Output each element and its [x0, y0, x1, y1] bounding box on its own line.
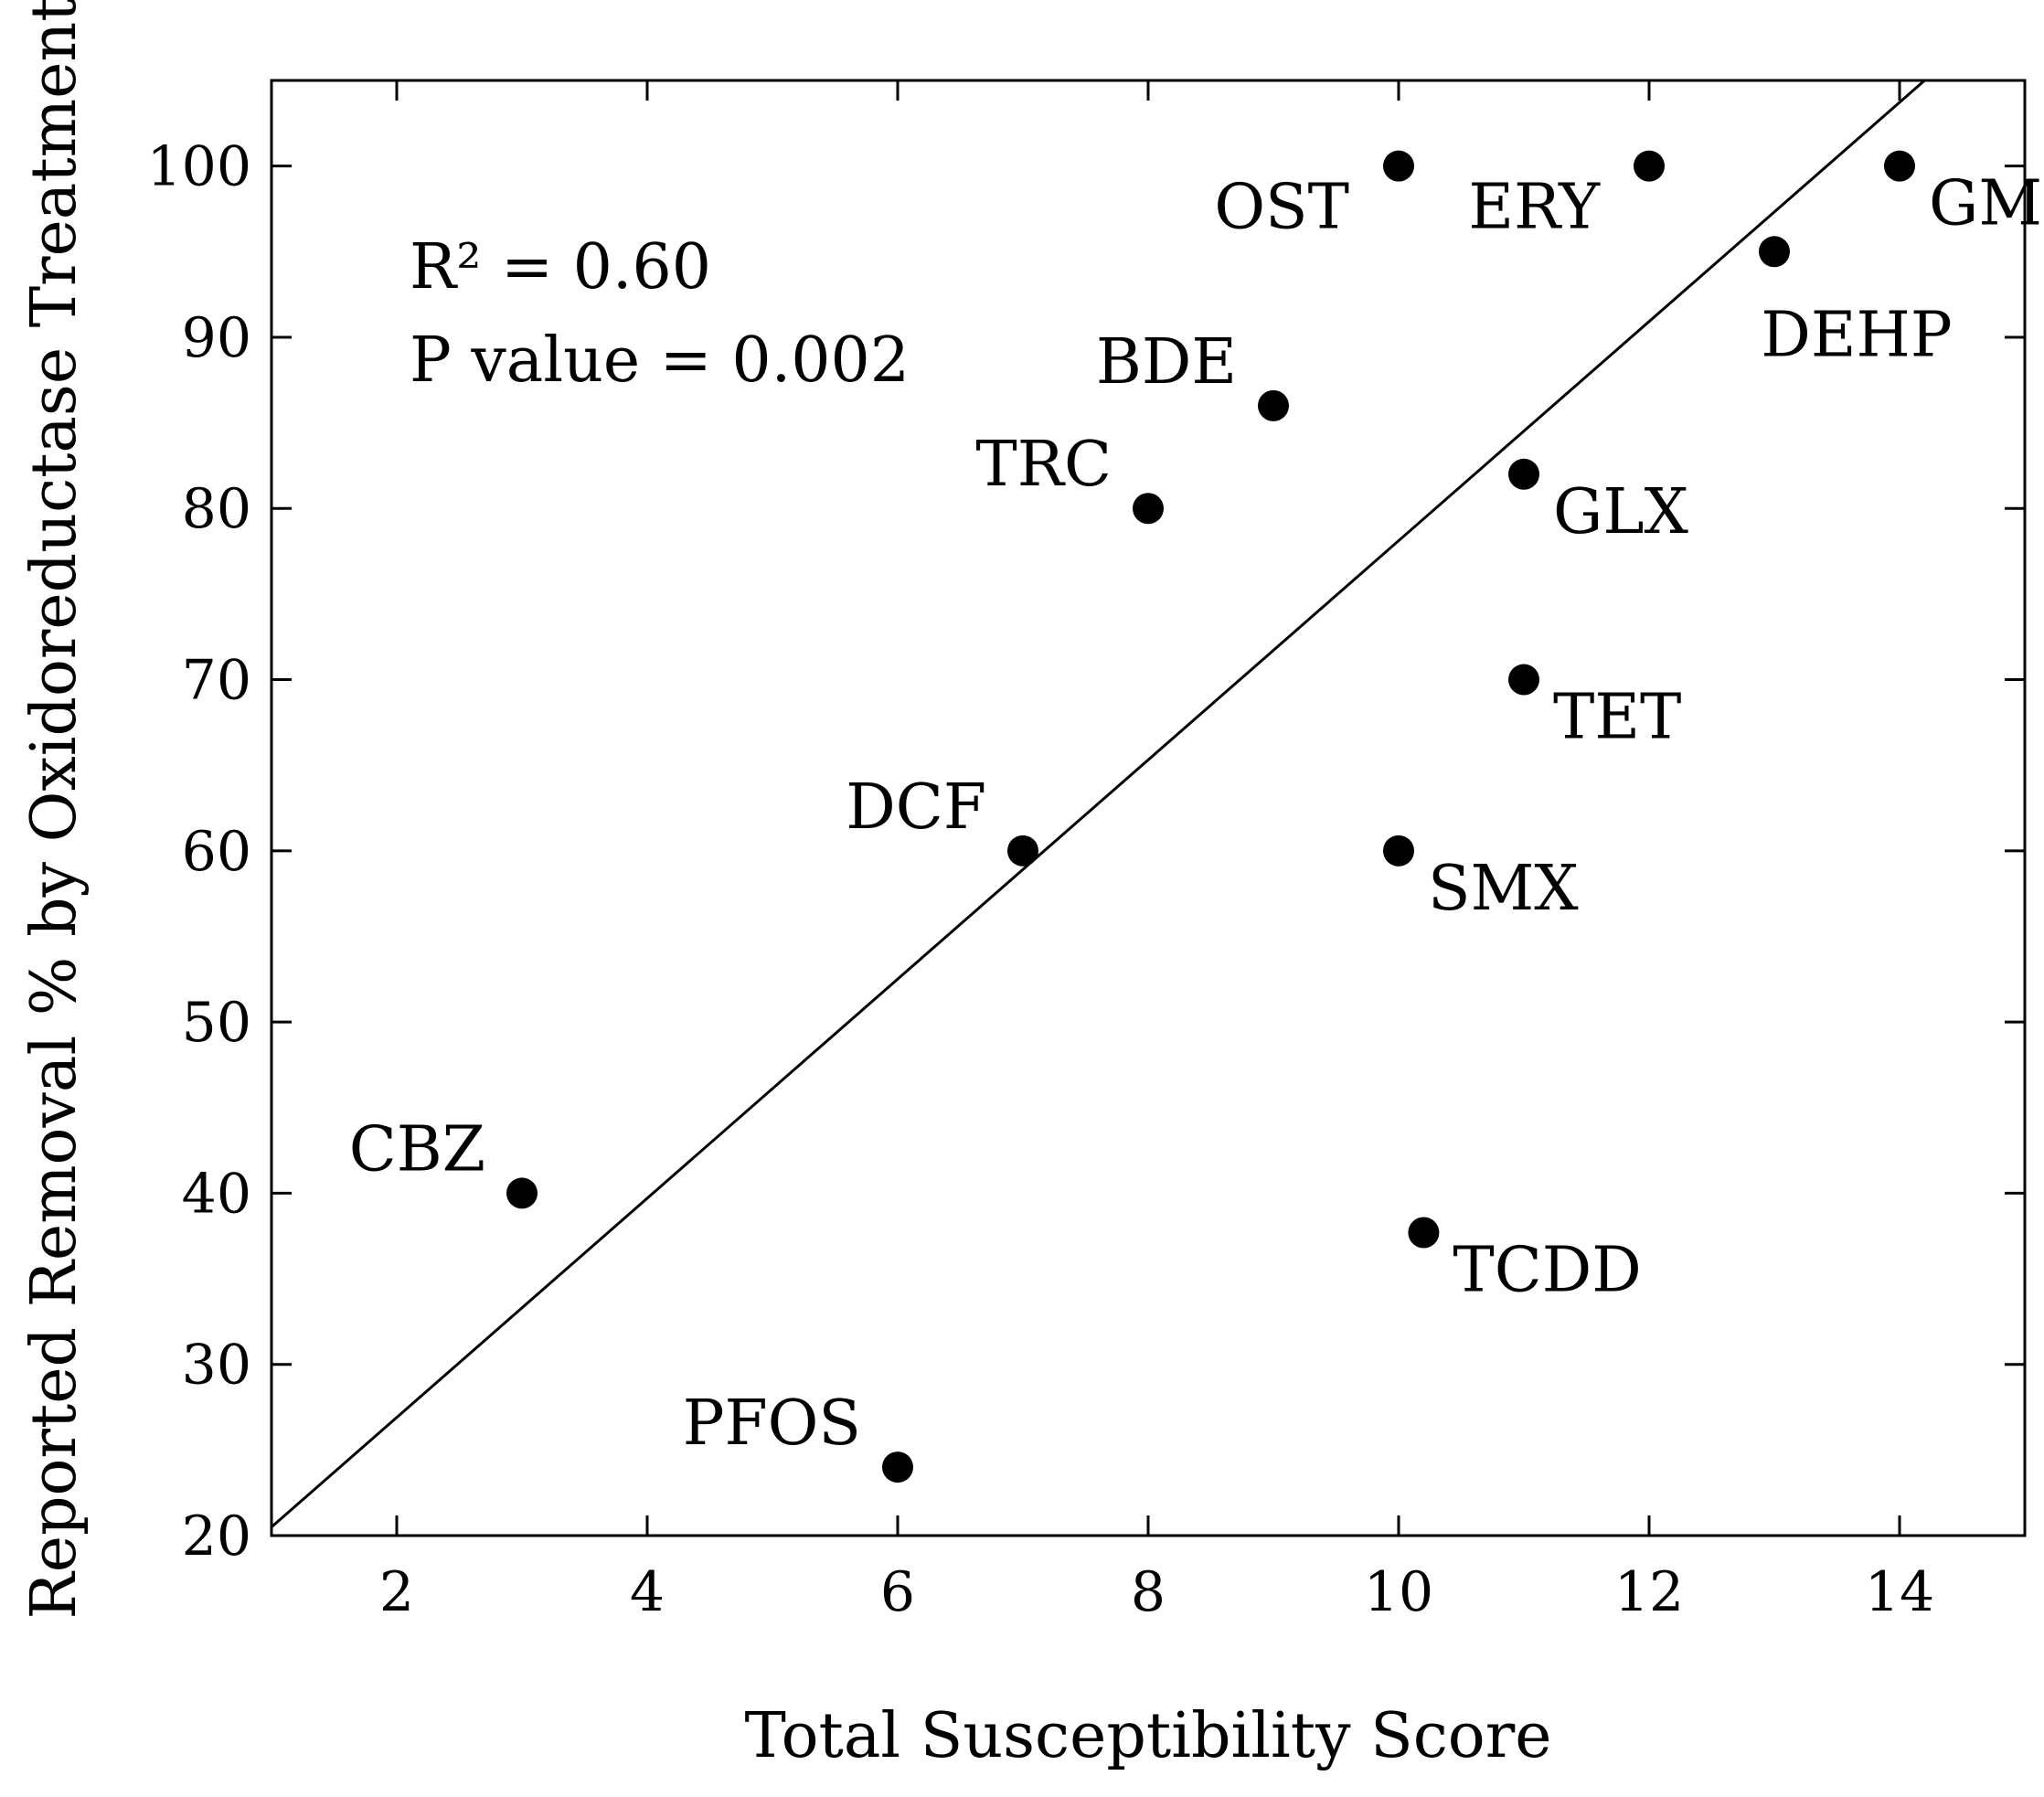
x-tick-label: 14 — [1865, 1560, 1934, 1624]
p-value-annotation: P value = 0.002 — [410, 324, 910, 397]
data-point-pfos — [882, 1451, 913, 1483]
r-squared-annotation: R² = 0.60 — [410, 231, 711, 303]
y-tick-label: 90 — [182, 306, 251, 370]
point-label-glx: GLX — [1553, 476, 1688, 548]
x-tick-label: 6 — [880, 1560, 915, 1624]
point-label-dcf: DCF — [846, 771, 986, 844]
y-tick-label: 40 — [182, 1162, 251, 1226]
point-label-tet: TET — [1553, 682, 1681, 754]
point-label-bde: BDE — [1096, 326, 1237, 399]
ticks-layer: 2 4 6 8 10 12 14 20 30 40 50 60 70 80 90 100 — [146, 80, 2025, 1624]
data-point-trc — [1133, 493, 1164, 525]
point-label-dehp: DEHP — [1761, 299, 1952, 371]
data-point-gmf — [1884, 150, 1915, 182]
labels-layer: OST ERY GMF DEHP BDE TRC GLX TET DCF SMX CBZ TCDD PF… — [349, 168, 2044, 1460]
y-axis-title: Reported Removal % by Oxidoreductase Tre… — [18, 0, 90, 1620]
data-point-cbz — [506, 1177, 538, 1209]
y-tick-label: 30 — [182, 1334, 251, 1398]
x-tick-label: 10 — [1364, 1560, 1433, 1624]
point-label-pfos: PFOS — [683, 1388, 861, 1460]
data-point-ery — [1634, 150, 1665, 182]
data-point-bde — [1258, 389, 1289, 421]
point-label-cbz: CBZ — [349, 1113, 485, 1186]
y-tick-label: 80 — [182, 477, 251, 541]
data-point-tcdd — [1408, 1217, 1440, 1249]
y-tick-label: 50 — [182, 991, 251, 1055]
point-label-ery: ERY — [1468, 172, 1601, 244]
point-label-smx: SMX — [1428, 853, 1579, 925]
data-point-smx — [1383, 835, 1414, 867]
data-point-dehp — [1759, 236, 1790, 268]
point-label-trc: TRC — [975, 429, 1112, 501]
x-tick-label: 8 — [1131, 1560, 1166, 1624]
point-label-ost: OST — [1214, 172, 1349, 244]
points-layer — [506, 150, 1915, 1483]
data-point-glx — [1508, 458, 1539, 490]
point-label-tcdd: TCDD — [1453, 1234, 1641, 1306]
data-point-dcf — [1007, 835, 1038, 867]
data-point-tet — [1508, 664, 1539, 696]
regression-line — [271, 79, 1926, 1528]
x-tick-label: 4 — [630, 1560, 665, 1624]
x-tick-label: 12 — [1614, 1560, 1684, 1624]
y-tick-label: 20 — [182, 1505, 251, 1568]
y-tick-label: 60 — [182, 820, 251, 884]
y-tick-label: 100 — [146, 135, 251, 199]
x-tick-label: 2 — [379, 1560, 414, 1624]
y-tick-label: 70 — [182, 649, 251, 713]
x-axis-title: Total Susceptibility Score — [745, 1700, 1552, 1772]
data-point-ost — [1383, 150, 1414, 182]
point-label-gmf: GMF — [1929, 168, 2044, 240]
